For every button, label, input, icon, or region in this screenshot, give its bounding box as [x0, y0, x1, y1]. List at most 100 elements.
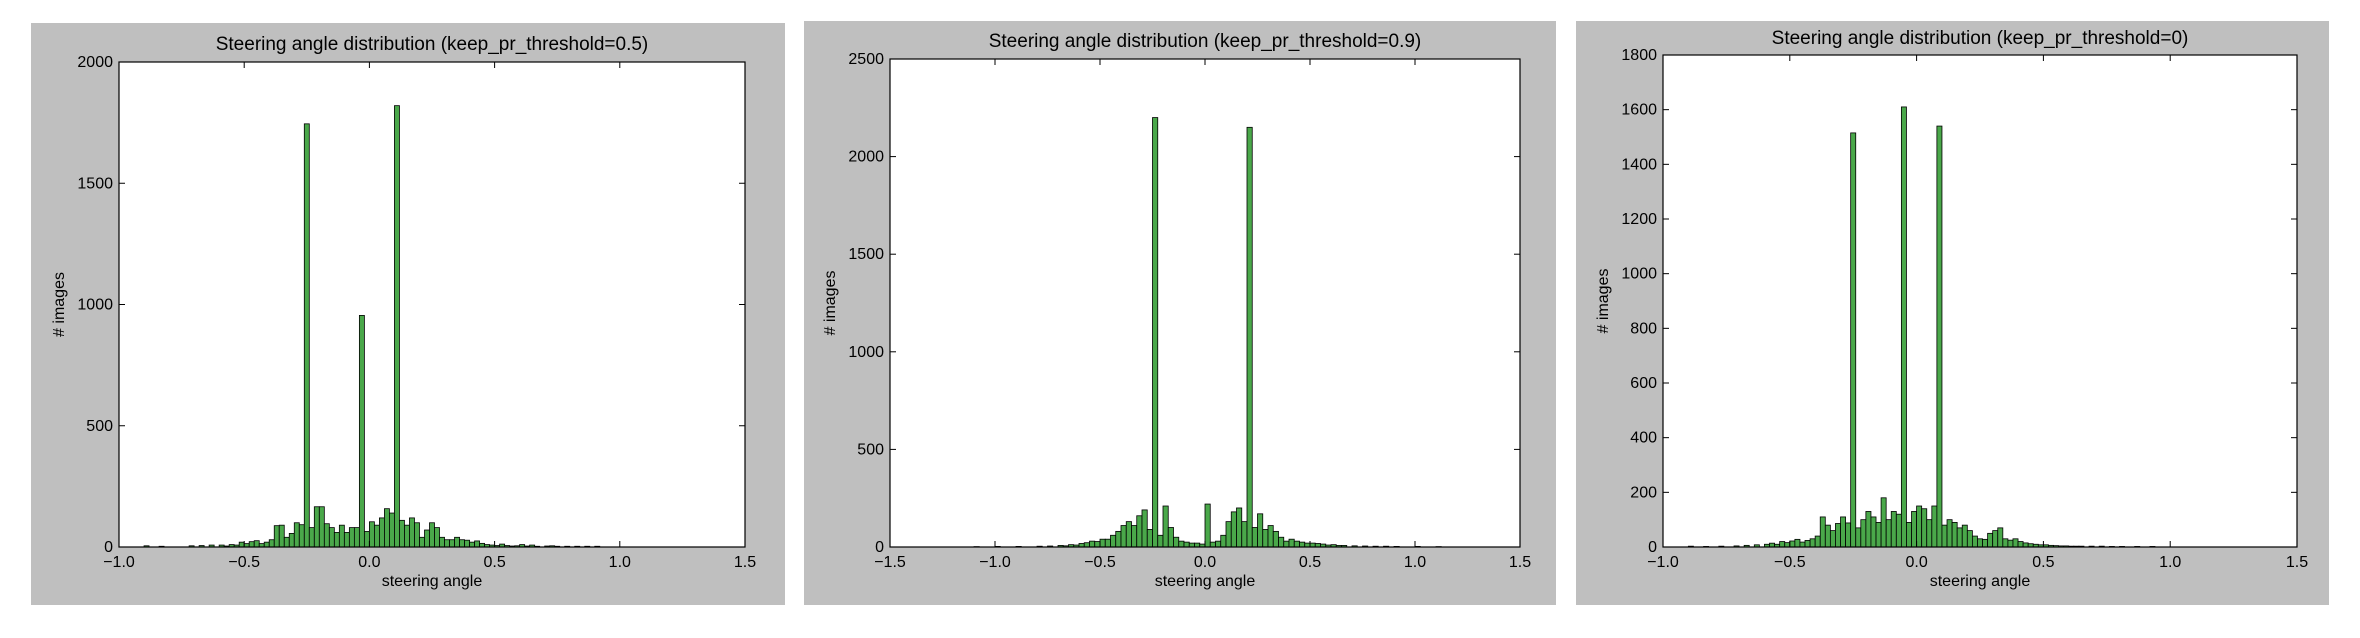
histogram-bar: [288, 533, 295, 548]
histogram-bar: [429, 522, 435, 548]
histogram-bar: [1956, 527, 1963, 548]
y-axis-label: # images: [51, 272, 68, 337]
y-tick-label: 1000: [77, 297, 113, 314]
histogram-bar: [263, 541, 270, 548]
y-tick-label: 1400: [1621, 156, 1657, 173]
histogram-bar: [469, 541, 475, 548]
histogram-bar: [358, 315, 365, 548]
histogram-bar: [313, 506, 320, 548]
histogram-bar: [1099, 538, 1106, 548]
histogram-bar: [333, 532, 340, 548]
histogram-bar: [424, 529, 430, 548]
histogram-bar: [1104, 538, 1111, 548]
x-tick-label: −1.0: [103, 554, 135, 571]
histogram-bar: [1288, 538, 1295, 548]
y-tick-label: 1000: [1621, 266, 1657, 283]
histogram-bar: [1110, 534, 1117, 548]
histogram-bar: [1220, 534, 1227, 548]
histogram-bar: [394, 105, 400, 548]
y-tick-label: 800: [1630, 320, 1657, 337]
histogram-bar: [248, 541, 255, 548]
histogram-bar: [1809, 538, 1816, 548]
y-tick-label: 2500: [848, 51, 884, 68]
histogram-bar: [348, 527, 355, 548]
histogram-bar: [278, 524, 285, 548]
histogram-bar: [404, 524, 410, 548]
histogram-bar: [1131, 525, 1138, 548]
histogram-bar: [1162, 505, 1169, 548]
y-tick-label: 600: [1630, 375, 1657, 392]
y-tick-label: 400: [1630, 430, 1657, 447]
plot-area: [119, 62, 745, 547]
x-tick-label: 0.0: [358, 554, 380, 571]
histogram-bar: [1829, 530, 1836, 548]
histogram-bar: [1835, 523, 1841, 548]
histogram-bar: [414, 522, 420, 548]
histogram-bar: [374, 524, 380, 548]
y-tick-label: 0: [875, 539, 884, 556]
histogram-bar: [1997, 527, 2004, 548]
histogram-bar: [1992, 530, 1999, 548]
histogram-bar: [1267, 525, 1274, 548]
histogram-bar: [474, 540, 480, 548]
histogram-bar: [1125, 521, 1132, 548]
histogram-bar: [1987, 532, 1994, 548]
y-tick-label: 500: [857, 441, 884, 458]
histogram-bar: [1819, 516, 1826, 548]
histogram-bar: [1083, 542, 1090, 548]
plot-area: [1663, 55, 2297, 547]
histogram-bar: [293, 522, 300, 548]
histogram-bar: [399, 519, 405, 548]
y-tick-label: 200: [1630, 484, 1657, 501]
x-tick-label: −0.5: [1084, 554, 1116, 571]
x-tick-label: −1.5: [874, 554, 906, 571]
histogram-bar: [1120, 525, 1127, 548]
histogram-bar: [1283, 540, 1290, 548]
histogram-bar: [1241, 521, 1248, 548]
histogram-bar: [1850, 132, 1857, 548]
histogram-bar: [353, 527, 360, 548]
x-tick-label: 0.5: [1299, 554, 1321, 571]
histogram-bar: [1225, 521, 1232, 548]
histogram-bar: [384, 508, 390, 548]
histogram-bar: [409, 517, 415, 548]
histogram-bar: [1789, 540, 1796, 548]
histogram-bar: [389, 512, 395, 548]
histogram-bar: [1931, 505, 1938, 548]
x-tick-label: 0.5: [483, 554, 505, 571]
histogram-bar: [434, 527, 440, 548]
histogram-bar: [419, 536, 425, 548]
histogram-bar: [1885, 519, 1892, 548]
y-tick-label: 0: [1648, 539, 1657, 556]
y-tick-label: 1000: [848, 344, 884, 361]
histogram-2: −1.5 −1.0 −0.5 0.0 0.5 1.0 1.5 0 500 1000 1500 2000…: [822, 31, 1531, 590]
x-tick-label: −0.5: [228, 554, 260, 571]
histogram-bar: [1971, 535, 1978, 548]
y-tick-label: 1500: [848, 246, 884, 263]
histogram-bar: [1977, 538, 1983, 548]
y-tick-label: 1500: [77, 175, 113, 192]
x-tick-label: −1.0: [979, 554, 1011, 571]
histogram-bar: [1941, 524, 1948, 548]
histogram-bar: [1824, 524, 1831, 548]
histogram-bar: [343, 532, 350, 548]
x-tick-label: 1.5: [734, 554, 756, 571]
chart-panel-1: −1.0 −0.5 0.0 0.5 1.0 1.5 0 500 1000 1500 2000 Stee…: [31, 23, 785, 605]
histogram-bar: [2017, 541, 2024, 548]
histogram-bar: [1916, 505, 1923, 548]
histogram-bar: [1865, 511, 1872, 548]
histogram-bar: [1262, 529, 1269, 548]
histogram-bar: [273, 525, 280, 548]
histogram-bar: [1236, 507, 1243, 548]
histogram-bar: [268, 539, 275, 548]
histogram-3: −1.0 −0.5 0.0 0.5 1.0 1.5 0 200 400 600 800 1000 120…: [1595, 28, 2308, 590]
histogram-bar: [1926, 519, 1933, 548]
histogram-bar: [1094, 541, 1101, 548]
histogram-bar: [1875, 521, 1882, 548]
histogram-bar: [1895, 513, 1902, 548]
histogram-bar: [1152, 117, 1159, 548]
histogram-bar: [253, 540, 260, 548]
histogram-bar: [363, 531, 370, 548]
histogram-bar: [2007, 539, 2014, 548]
histogram-bar: [1936, 125, 1943, 548]
